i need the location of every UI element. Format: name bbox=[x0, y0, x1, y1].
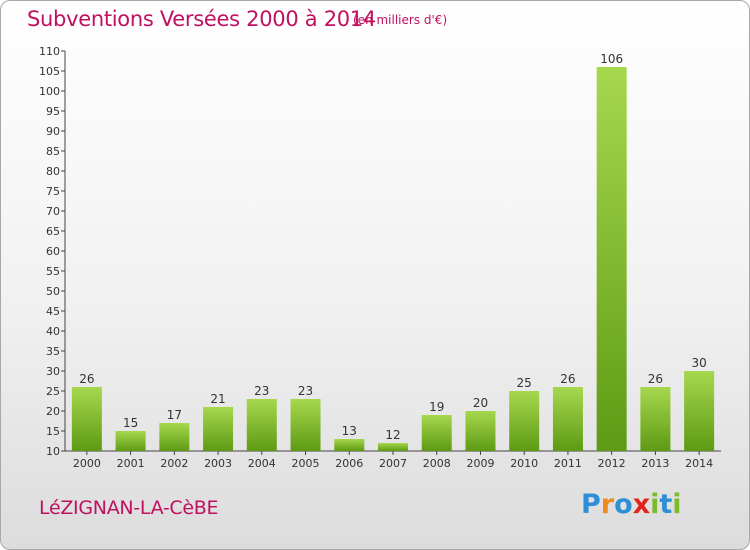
y-tick-label: 80 bbox=[46, 165, 60, 178]
x-tick-label: 2004 bbox=[248, 457, 276, 470]
data-label: 26 bbox=[648, 372, 663, 386]
bar-2003 bbox=[203, 407, 234, 451]
data-label: 20 bbox=[473, 396, 488, 410]
bar-2008 bbox=[421, 415, 452, 451]
x-tick-label: 2014 bbox=[685, 457, 713, 470]
x-tick-label: 2013 bbox=[641, 457, 669, 470]
y-tick-label: 55 bbox=[46, 265, 60, 278]
data-label: 21 bbox=[210, 392, 225, 406]
bar-2002 bbox=[159, 423, 190, 451]
data-label: 13 bbox=[342, 424, 357, 438]
bar-2001 bbox=[115, 431, 146, 451]
y-tick-label: 10 bbox=[46, 445, 60, 458]
y-tick-label: 60 bbox=[46, 245, 60, 258]
y-tick-label: 20 bbox=[46, 405, 60, 418]
commune-name: LéZIGNAN-LA-CèBE bbox=[39, 497, 219, 519]
proxiti-logo[interactable]: Proxiti bbox=[581, 489, 682, 520]
data-label: 17 bbox=[167, 408, 182, 422]
logo-letter: t bbox=[659, 489, 673, 520]
data-label: 23 bbox=[298, 384, 313, 398]
chart-title: Subventions Versées 2000 à 2014 bbox=[27, 7, 376, 31]
x-tick-label: 2006 bbox=[335, 457, 363, 470]
logo-letter: i bbox=[672, 489, 682, 520]
y-tick-label: 40 bbox=[46, 325, 60, 338]
data-label: 19 bbox=[429, 400, 444, 414]
y-tick-label: 100 bbox=[39, 85, 60, 98]
y-tick-label: 70 bbox=[46, 205, 60, 218]
x-tick-label: 2007 bbox=[379, 457, 407, 470]
y-tick-label: 15 bbox=[46, 425, 60, 438]
y-tick-label: 25 bbox=[46, 385, 60, 398]
y-tick-label: 65 bbox=[46, 225, 60, 238]
logo-letter: o bbox=[614, 489, 633, 520]
logo-letter: P bbox=[581, 489, 601, 520]
x-tick-label: 2008 bbox=[423, 457, 451, 470]
chart-unit: (en milliers d'€) bbox=[353, 13, 448, 27]
y-tick-label: 30 bbox=[46, 365, 60, 378]
bar-2006 bbox=[334, 439, 365, 451]
x-tick-label: 2005 bbox=[292, 457, 320, 470]
y-tick-label: 85 bbox=[46, 145, 60, 158]
x-tick-label: 2010 bbox=[510, 457, 538, 470]
data-label: 26 bbox=[560, 372, 575, 386]
x-tick-label: 2012 bbox=[598, 457, 626, 470]
x-tick-label: 2000 bbox=[73, 457, 101, 470]
y-tick-label: 105 bbox=[39, 65, 60, 78]
data-label: 30 bbox=[691, 356, 706, 370]
y-tick-label: 75 bbox=[46, 185, 60, 198]
logo-letter: r bbox=[600, 489, 615, 520]
bar-2005 bbox=[290, 399, 321, 451]
data-label: 23 bbox=[254, 384, 269, 398]
x-tick-label: 2011 bbox=[554, 457, 582, 470]
bar-2012 bbox=[596, 67, 627, 451]
bar-2014 bbox=[684, 371, 715, 451]
x-tick-label: 2009 bbox=[466, 457, 494, 470]
bar-2007 bbox=[378, 443, 408, 451]
x-tick-label: 2003 bbox=[204, 457, 232, 470]
data-label: 106 bbox=[600, 52, 623, 66]
data-label: 12 bbox=[385, 428, 400, 442]
data-label: 15 bbox=[123, 416, 138, 430]
y-tick-label: 50 bbox=[46, 285, 60, 298]
y-tick-label: 45 bbox=[46, 305, 60, 318]
bar-2009 bbox=[465, 411, 496, 451]
logo-letter: i bbox=[650, 489, 660, 520]
bar-2011 bbox=[552, 387, 583, 451]
y-tick-label: 110 bbox=[39, 45, 60, 58]
logo-letter: x bbox=[632, 489, 651, 520]
y-tick-label: 95 bbox=[46, 105, 60, 118]
x-tick-label: 2002 bbox=[160, 457, 188, 470]
y-tick-label: 35 bbox=[46, 345, 60, 358]
bar-2000 bbox=[71, 387, 102, 451]
data-label: 25 bbox=[517, 376, 532, 390]
x-tick-label: 2001 bbox=[117, 457, 145, 470]
bar-2013 bbox=[640, 387, 671, 451]
data-label: 26 bbox=[79, 372, 94, 386]
bar-2004 bbox=[246, 399, 277, 451]
bar-2010 bbox=[509, 391, 540, 451]
y-tick-label: 90 bbox=[46, 125, 60, 138]
